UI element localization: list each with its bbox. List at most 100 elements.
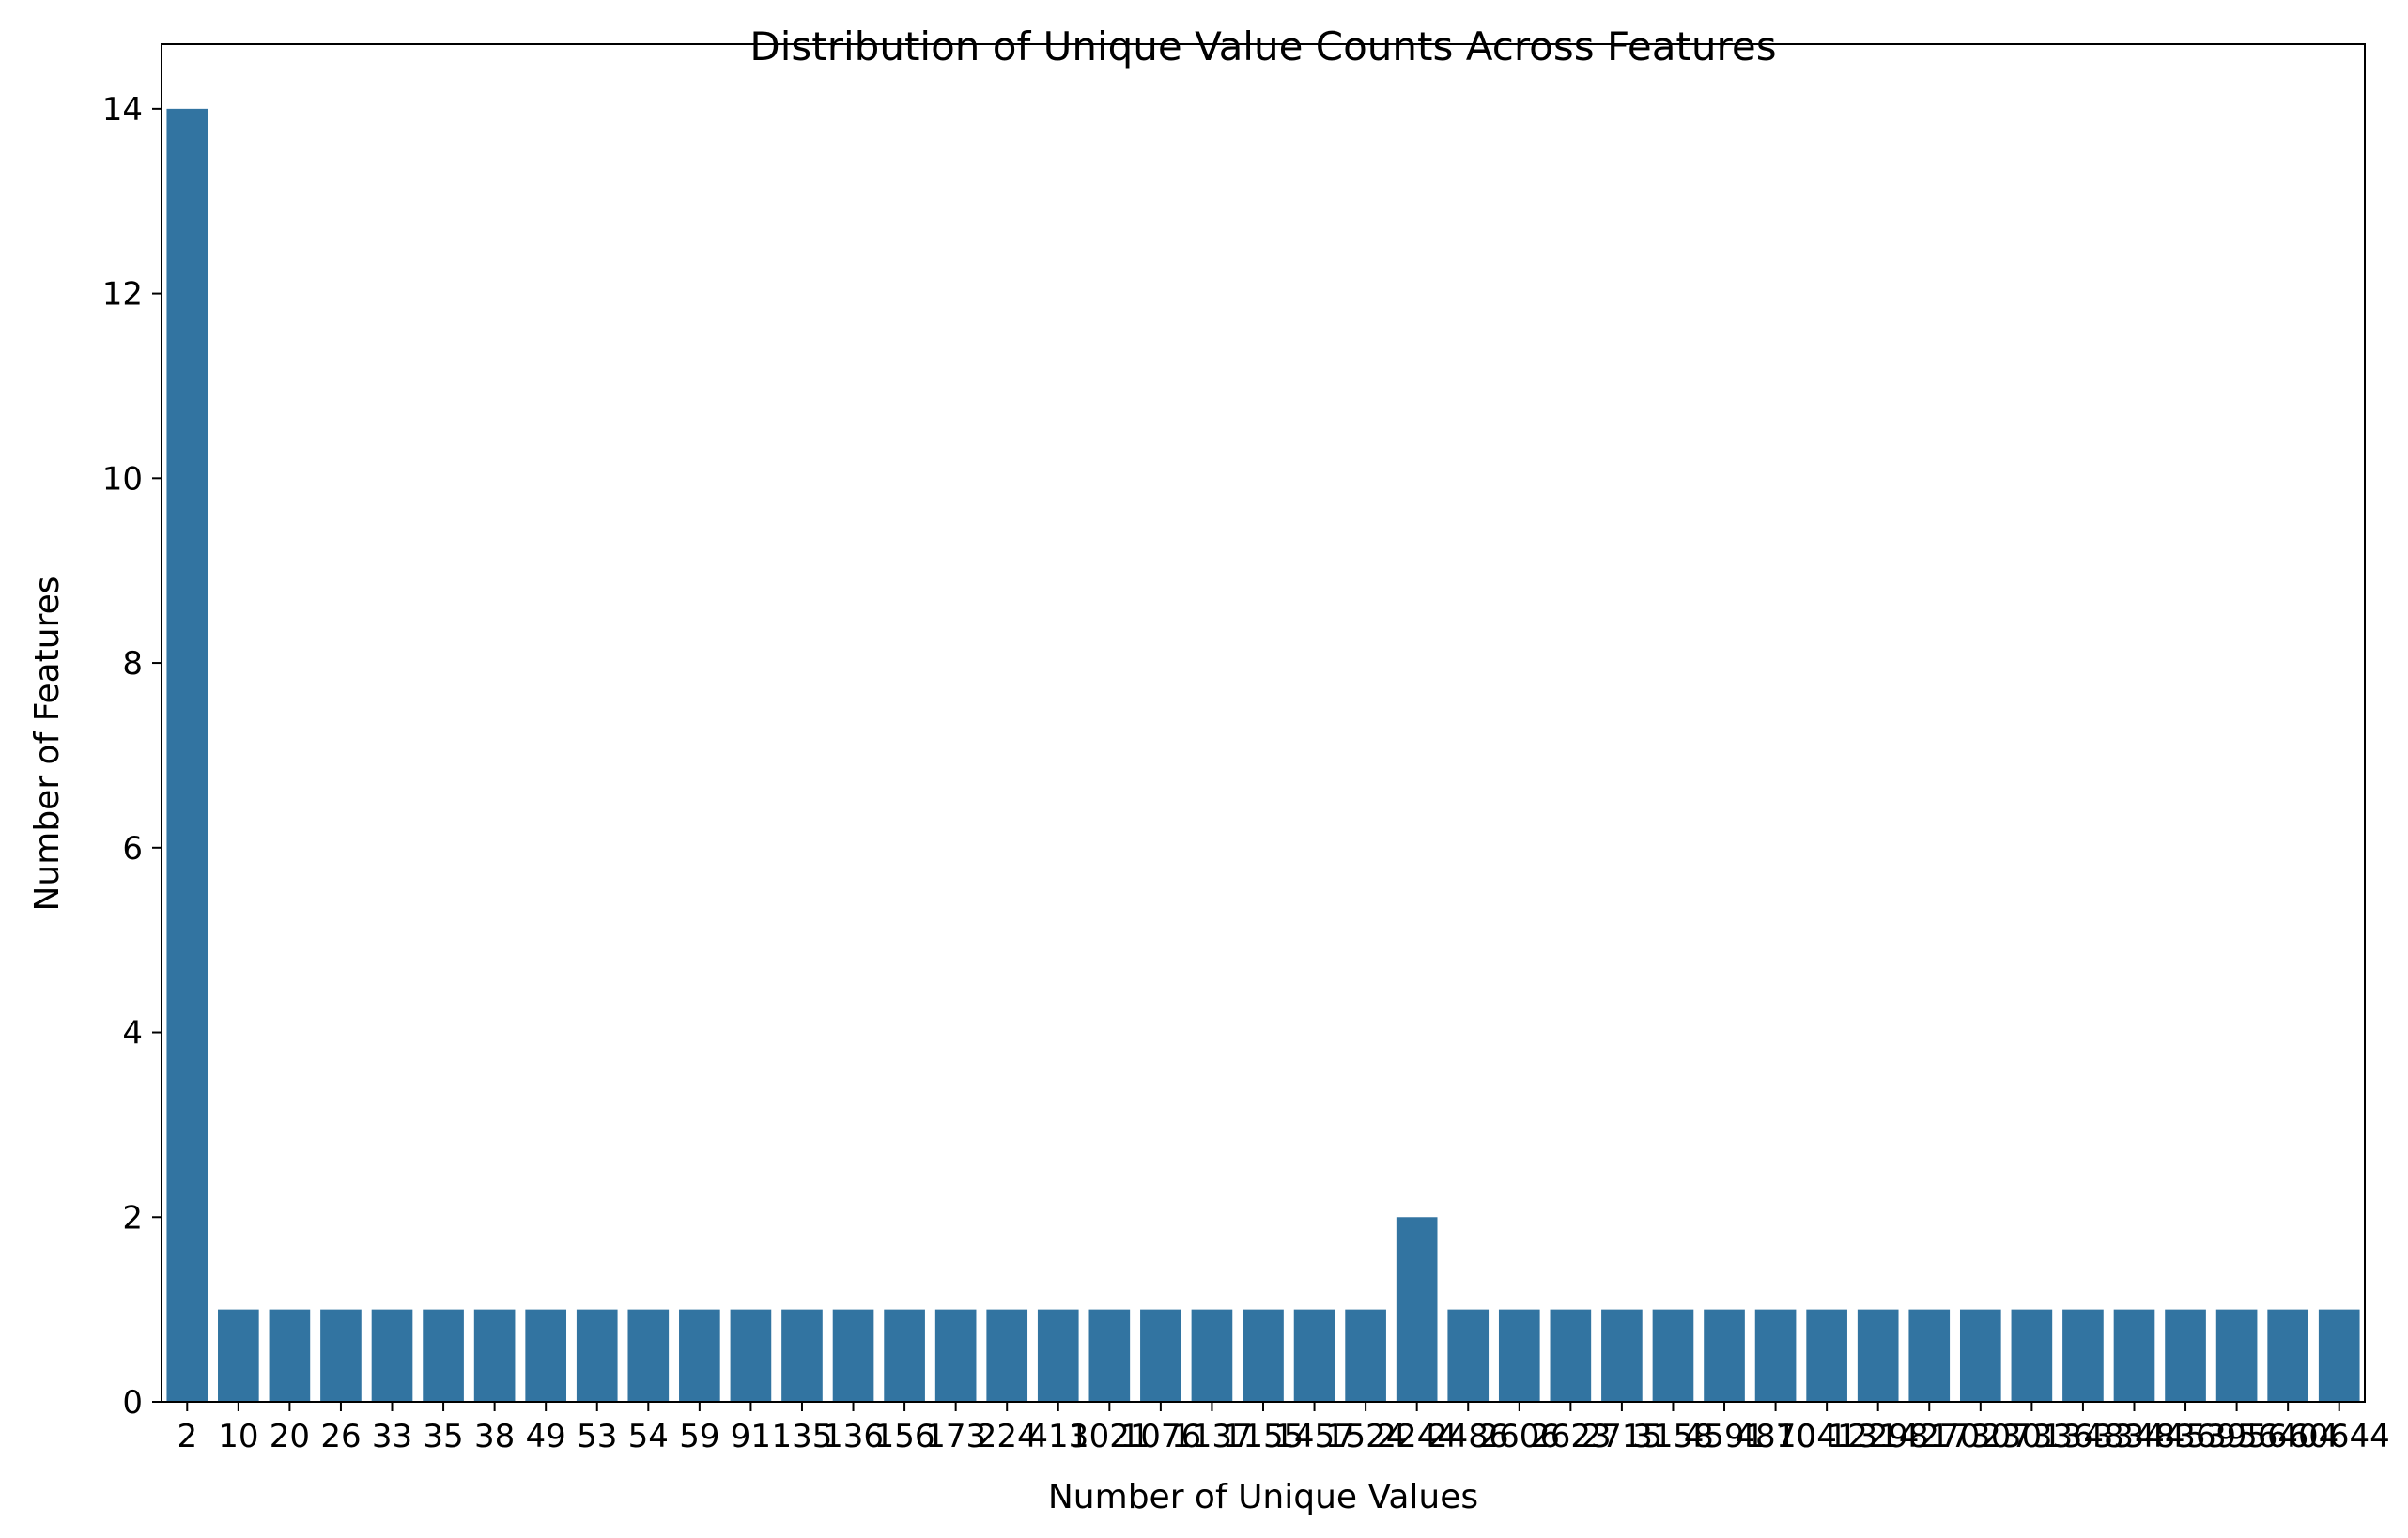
bar-56404 — [2267, 1309, 2308, 1402]
x-tick-label: 20 — [270, 1418, 310, 1455]
bar-1155 — [1243, 1309, 1284, 1402]
x-tick-label: 23013 — [1981, 1418, 2082, 1455]
bar-49 — [525, 1309, 567, 1402]
plot-frame — [161, 43, 2366, 1403]
x-tick-label: 10 — [218, 1418, 258, 1455]
y-tick-label: 14 — [102, 91, 143, 129]
bar-20 — [269, 1309, 311, 1402]
x-tick-label: 2 — [177, 1418, 197, 1455]
x-tick-label: 156 — [874, 1418, 935, 1455]
y-tick-label: 0 — [122, 1384, 143, 1422]
x-tick-label: 48344 — [2083, 1418, 2184, 1455]
bar-156 — [884, 1309, 925, 1402]
y-axis: 0 2 4 6 8 10 12 14 — [102, 91, 162, 1422]
bar-1524 — [1345, 1309, 1386, 1402]
x-tick-label: 53956 — [2186, 1418, 2288, 1455]
x-axis: 2 10 20 26 33 35 38 49 53 54 59 91 13513615617322441… — [177, 1402, 2390, 1455]
y-tick-label: 6 — [122, 830, 143, 868]
x-tick-label: 38 — [474, 1418, 515, 1455]
bar-2715 — [1601, 1309, 1643, 1402]
bar-14270 — [1908, 1309, 1951, 1402]
x-tick-label: 56404 — [2237, 1418, 2339, 1455]
bar-2486 — [1447, 1309, 1490, 1402]
bar-1021 — [1088, 1309, 1131, 1402]
x-tick-label: 2486 — [1428, 1418, 1509, 1455]
x-tick-label: 4870 — [1735, 1418, 1816, 1455]
y-axis-label: Number of Features — [28, 577, 67, 912]
x-tick-label: 60644 — [2289, 1418, 2390, 1455]
x-tick-label: 59 — [679, 1418, 719, 1455]
bar-2 — [166, 108, 208, 1402]
bar-4870 — [1754, 1309, 1797, 1402]
x-tick-label: 53 — [577, 1418, 617, 1455]
x-tick-label: 173 — [925, 1418, 986, 1455]
x-tick-label: 4591 — [1684, 1418, 1766, 1455]
bar-12298 — [1857, 1309, 1899, 1402]
y-tick-label: 8 — [122, 645, 143, 683]
bar-2623 — [1550, 1309, 1592, 1402]
bar-224 — [986, 1309, 1028, 1402]
bar-60644 — [2318, 1309, 2360, 1402]
bar-48369 — [2165, 1309, 2206, 1402]
x-tick-label: 91 — [731, 1418, 771, 1455]
bar-1137 — [1191, 1309, 1233, 1402]
bar-48344 — [2113, 1309, 2155, 1402]
bar-38 — [473, 1309, 516, 1402]
bars-group — [166, 108, 2360, 1402]
bar-53 — [576, 1309, 618, 1402]
x-tick-label: 48369 — [2135, 1418, 2236, 1455]
x-tick-label: 33 — [372, 1418, 412, 1455]
bar-3158 — [1652, 1309, 1694, 1402]
y-tick-label: 12 — [102, 276, 143, 314]
x-tick-label: 54 — [628, 1418, 669, 1455]
x-tick-label: 10413 — [1776, 1418, 1877, 1455]
bar-17307 — [1959, 1309, 2001, 1402]
x-tick-label: 35 — [423, 1418, 463, 1455]
y-tick-label: 2 — [122, 1199, 143, 1237]
x-tick-label: 1137 — [1171, 1418, 1253, 1455]
x-tick-label: 2244 — [1376, 1418, 1458, 1455]
x-tick-label: 2623 — [1530, 1418, 1612, 1455]
bar-10 — [218, 1309, 259, 1402]
x-tick-label: 17307 — [1930, 1418, 2031, 1455]
bar-35 — [423, 1309, 464, 1402]
bar-26 — [320, 1309, 362, 1402]
x-tick-label: 1524 — [1325, 1418, 1407, 1455]
bar-173 — [934, 1309, 977, 1402]
bar-2244 — [1396, 1217, 1438, 1402]
bar-10413 — [1806, 1309, 1847, 1402]
x-tick-label: 1457 — [1273, 1418, 1355, 1455]
bar-136 — [832, 1309, 874, 1402]
bar-1457 — [1293, 1309, 1335, 1402]
x-tick-label: 33633 — [2032, 1418, 2134, 1455]
chart-title: Distribution of Unique Value Counts Acro… — [749, 23, 1776, 69]
bar-1076 — [1140, 1309, 1181, 1402]
y-tick-label: 10 — [102, 460, 143, 498]
x-tick-label: 14270 — [1878, 1418, 1980, 1455]
bar-53956 — [2215, 1309, 2258, 1402]
x-tick-label: 1076 — [1120, 1418, 1202, 1455]
y-tick-label: 4 — [122, 1015, 143, 1053]
x-tick-label: 2606 — [1479, 1418, 1561, 1455]
x-tick-label: 26 — [320, 1418, 361, 1455]
x-tick-label: 12298 — [1828, 1418, 1929, 1455]
bar-91 — [730, 1309, 772, 1402]
x-tick-label: 1021 — [1069, 1418, 1150, 1455]
x-axis-label: Number of Unique Values — [1048, 1478, 1478, 1516]
bar-413 — [1037, 1309, 1079, 1402]
x-tick-label: 413 — [1027, 1418, 1088, 1455]
x-tick-label: 3158 — [1632, 1418, 1714, 1455]
x-tick-label: 49 — [526, 1418, 566, 1455]
bar-54 — [627, 1309, 670, 1402]
bar-135 — [781, 1309, 823, 1402]
bar-2606 — [1498, 1309, 1540, 1402]
bar-4591 — [1704, 1309, 1745, 1402]
x-tick-label: 224 — [977, 1418, 1038, 1455]
bar-33 — [371, 1309, 413, 1402]
x-tick-label: 2715 — [1582, 1418, 1663, 1455]
x-tick-label: 135 — [772, 1418, 833, 1455]
bar-59 — [679, 1309, 720, 1402]
bar-23013 — [2011, 1309, 2053, 1402]
x-tick-label: 136 — [823, 1418, 884, 1455]
